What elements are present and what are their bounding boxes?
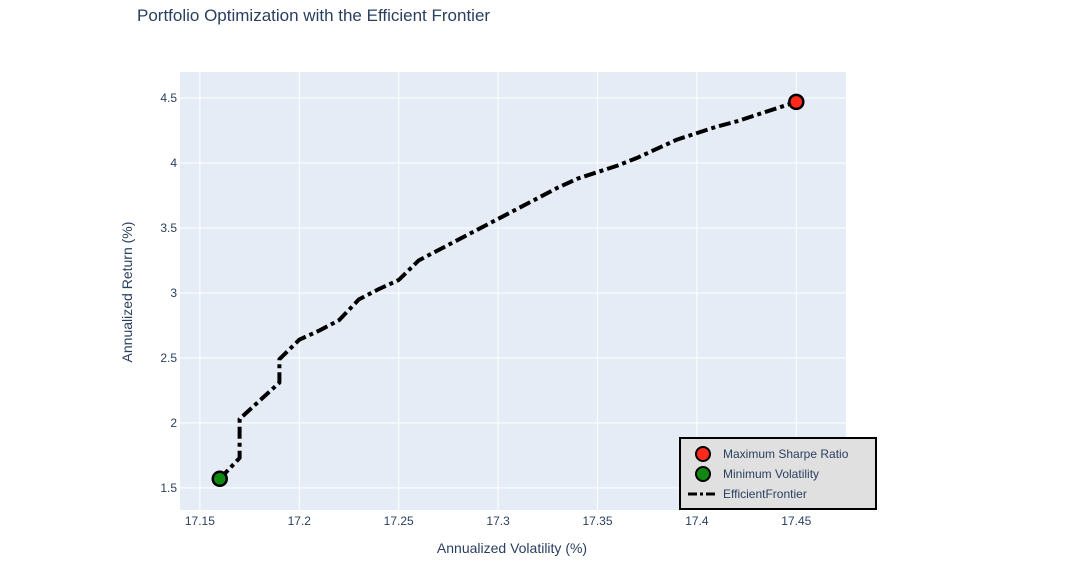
y-tick-label: 2.5: [160, 351, 177, 365]
x-tick-label: 17.35: [582, 514, 612, 528]
x-tick-label: 17.2: [288, 514, 312, 528]
legend-item-min-volatility[interactable]: Minimum Volatility: [695, 466, 819, 482]
y-tick-label: 1.5: [160, 481, 177, 495]
legend-box: [679, 437, 877, 510]
legend-item-max-sharpe[interactable]: Maximum Sharpe Ratio: [695, 446, 849, 462]
y-tick-label: 4: [170, 156, 177, 170]
x-tick-label: 17.15: [185, 514, 215, 528]
x-tick-label: 17.25: [384, 514, 414, 528]
y-tick-label: 4.5: [160, 91, 177, 105]
legend-label-min-volatility: Minimum Volatility: [723, 467, 819, 481]
y-tick-label: 2: [170, 416, 177, 430]
chart-title: Portfolio Optimization with the Efficien…: [137, 6, 490, 25]
legend-marker-max-sharpe: [695, 446, 711, 462]
y-tick-label: 3: [170, 286, 177, 300]
series-layer: [211, 93, 805, 488]
y-tick-label: 3.5: [160, 221, 177, 235]
grid-lines: [180, 72, 846, 510]
x-tick-label: 17.45: [781, 514, 811, 528]
legend-label-max-sharpe: Maximum Sharpe Ratio: [723, 447, 849, 461]
legend-item-efficient-frontier[interactable]: EfficientFrontier: [688, 487, 807, 501]
maximum-sharpe-ratio-marker: [788, 93, 805, 111]
x-tick-label: 17.4: [685, 514, 709, 528]
x-axis-title: Annualized Volatility (%): [437, 540, 587, 556]
x-tick-label: 17.3: [486, 514, 510, 528]
legend[interactable]: Maximum Sharpe Ratio Minimum Volatility …: [679, 437, 877, 510]
legend-marker-min-volatility: [695, 466, 711, 482]
tick-labels: 17.15 17.2 17.25 17.3 17.35 17.4 17.45 1.5 2 2.5 3…: [160, 91, 811, 528]
minimum-volatility-marker: [211, 470, 229, 488]
y-axis-title: Annualized Return (%): [119, 222, 135, 363]
legend-label-efficient-frontier: EfficientFrontier: [723, 487, 807, 501]
efficient-frontier-line: [218, 99, 797, 481]
